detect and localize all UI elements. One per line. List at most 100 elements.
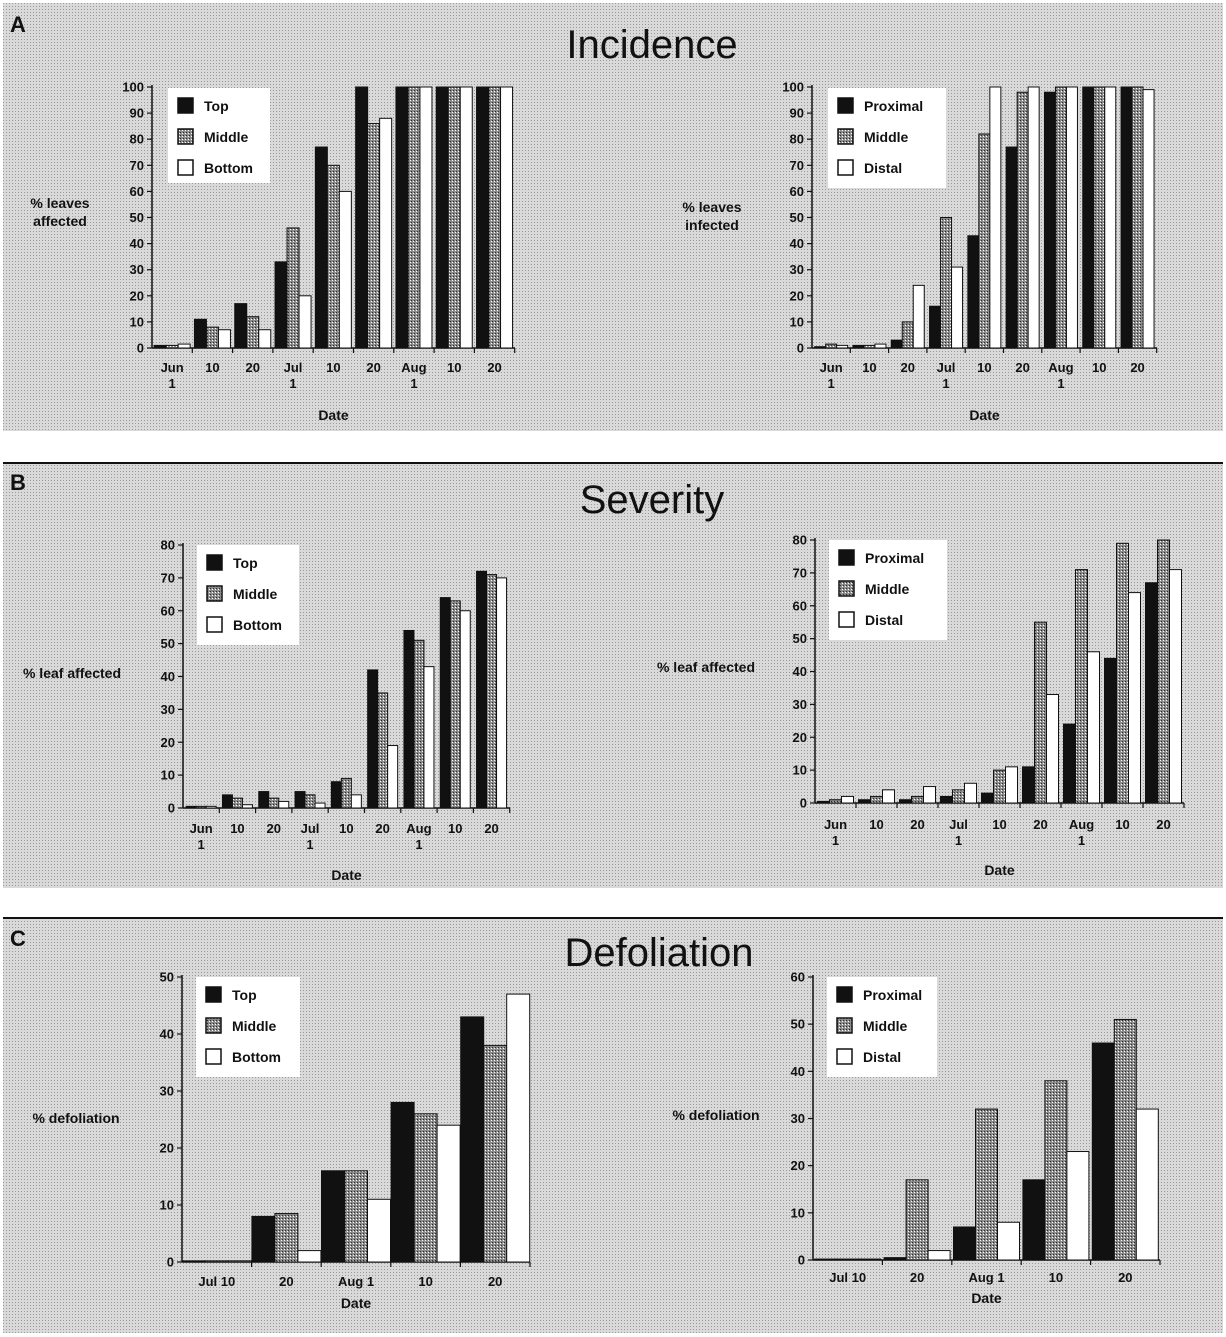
bar-middle xyxy=(901,321,914,349)
bar-middle xyxy=(449,600,461,809)
x-tick-label: 1 xyxy=(942,376,949,391)
legend: Proximal Middle Distal xyxy=(829,540,947,640)
bar-middle xyxy=(344,1170,368,1263)
bar-top xyxy=(460,1016,485,1263)
x-tick-label: Jul xyxy=(301,821,320,836)
y-tick-label: 30 xyxy=(793,697,807,712)
bar-top xyxy=(476,86,490,349)
x-tick-label: Jul xyxy=(937,360,956,375)
x-tick-label: 10 xyxy=(869,817,883,832)
legend-swatch-top xyxy=(206,554,223,571)
bar-top xyxy=(439,597,451,809)
bar-top xyxy=(476,570,488,809)
bar-bottom xyxy=(506,993,531,1263)
legend: Top Middle Bottom xyxy=(196,977,300,1077)
legend-swatch-middle xyxy=(838,580,855,597)
legend-entry: Middle xyxy=(864,129,909,145)
legend-entry: Distal xyxy=(864,160,902,176)
bar-top xyxy=(321,1170,345,1263)
bar-bottom xyxy=(298,295,312,349)
bar-proximal xyxy=(890,339,903,349)
y-tick-label: 20 xyxy=(160,1141,174,1156)
legend-entry: Bottom xyxy=(233,617,282,633)
x-tick-label: 10 xyxy=(326,360,340,375)
bar-bottom xyxy=(297,1250,322,1263)
bar-middle xyxy=(911,795,924,804)
y-tick-label: 60 xyxy=(793,598,807,613)
y-tick-label: 30 xyxy=(160,1084,174,1099)
y-tick-label: 10 xyxy=(793,763,807,778)
y-axis-label: % defoliation xyxy=(672,1107,759,1123)
bar-middle xyxy=(486,574,498,809)
y-tick-label: 80 xyxy=(161,538,175,553)
bar-middle xyxy=(488,86,502,349)
y-tick-label: 20 xyxy=(793,730,807,745)
legend-entry: Middle xyxy=(865,581,910,597)
x-tick-label: 20 xyxy=(488,1274,502,1289)
y-tick-label: 90 xyxy=(130,106,144,121)
legend-entry: Bottom xyxy=(204,160,253,176)
bar-bottom xyxy=(459,610,471,809)
bar-bottom xyxy=(500,86,514,349)
bar-top xyxy=(330,781,342,809)
y-tick-label: 50 xyxy=(161,636,175,651)
x-tick-label: 10 xyxy=(418,1274,432,1289)
legend: Top Middle Bottom xyxy=(168,88,270,183)
legend-entry: Top xyxy=(232,987,257,1003)
bar-top xyxy=(274,261,288,349)
bar-proximal xyxy=(814,346,827,349)
x-axis-label: Date xyxy=(331,867,362,883)
bar-proximal xyxy=(967,235,980,349)
bar-middle xyxy=(836,1258,860,1261)
x-tick-label: 20 xyxy=(1015,360,1029,375)
x-tick-label: 20 xyxy=(901,360,915,375)
bar-middle xyxy=(340,777,352,809)
bar-proximal xyxy=(1063,723,1076,804)
bar-middle xyxy=(952,789,965,804)
legend-entry: Proximal xyxy=(865,550,924,566)
x-tick-label: Jun xyxy=(820,360,843,375)
y-tick-label: 10 xyxy=(130,314,144,329)
y-tick-label: 30 xyxy=(791,1111,805,1126)
legend-swatch-top xyxy=(177,97,194,114)
bar-bottom xyxy=(338,190,352,349)
legend-entry: Top xyxy=(204,98,229,114)
legend: Proximal Middle Distal xyxy=(828,88,946,188)
bar-distal xyxy=(1142,89,1155,349)
bar-distal xyxy=(927,1250,951,1261)
x-axis-label: Date xyxy=(318,407,349,423)
bar-middle xyxy=(1157,539,1170,804)
bar-distal xyxy=(989,86,1002,349)
x-tick-label: 1 xyxy=(832,833,839,848)
bar-bottom xyxy=(496,577,508,809)
legend-swatch-proximal xyxy=(838,549,855,566)
legend-entry: Middle xyxy=(233,586,278,602)
x-tick-label: 20 xyxy=(1156,817,1170,832)
y-tick-label: 0 xyxy=(167,1255,174,1270)
y-tick-label: 30 xyxy=(790,262,804,277)
legend-swatch-middle xyxy=(206,585,223,602)
x-tick-label: 1 xyxy=(306,837,313,852)
y-tick-label: 40 xyxy=(793,664,807,679)
bar-proximal xyxy=(858,799,871,804)
chart-4: 0 10 20 30 40 50 Jul 10 20 Aug 1 10 20 Date % defoli… xyxy=(32,970,531,1311)
bar-proximal xyxy=(1005,146,1018,349)
y-tick-label: 60 xyxy=(161,603,175,618)
bar-top xyxy=(251,1215,276,1263)
bar-proximal xyxy=(899,799,912,804)
x-tick-label: 20 xyxy=(487,360,501,375)
legend-entry: Proximal xyxy=(864,98,923,114)
y-tick-label: 20 xyxy=(130,288,144,303)
x-tick-label: 1 xyxy=(169,376,176,391)
legend-swatch-bottom xyxy=(205,1048,222,1065)
bar-distal xyxy=(1135,1108,1159,1261)
bar-distal xyxy=(1065,86,1078,349)
y-tick-label: 70 xyxy=(161,570,175,585)
y-axis-label: % leaf affected xyxy=(23,665,121,681)
bar-middle xyxy=(407,86,421,349)
bar-middle xyxy=(165,344,179,349)
x-tick-label: 10 xyxy=(1049,1270,1063,1285)
